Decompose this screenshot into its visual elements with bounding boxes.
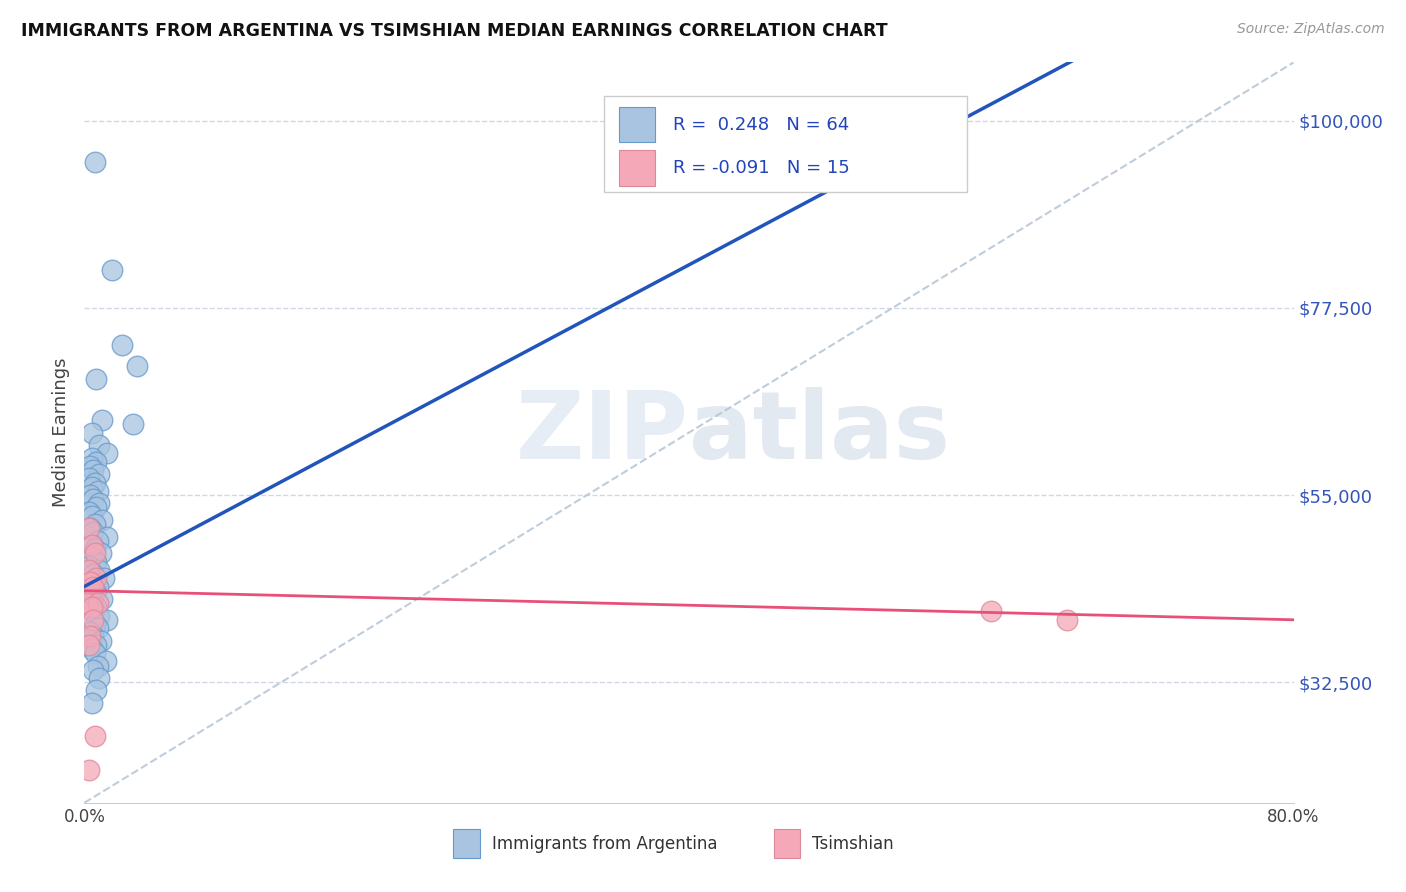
- Point: [82, 492, 104, 507]
- Point: [80, 450, 103, 465]
- Point: [91, 413, 114, 427]
- Text: ZIP: ZIP: [516, 386, 689, 479]
- Point: [89, 438, 111, 452]
- Point: [77, 521, 100, 535]
- Point: [82, 525, 104, 540]
- Point: [79, 629, 101, 643]
- Point: [80, 425, 103, 440]
- Bar: [773, 829, 800, 858]
- Point: [84, 616, 107, 631]
- Point: [84, 583, 107, 598]
- Point: [86, 638, 108, 652]
- Point: [86, 500, 108, 515]
- Point: [1056, 613, 1078, 627]
- Bar: [619, 150, 655, 186]
- Point: [80, 600, 103, 615]
- Point: [79, 550, 101, 565]
- Point: [79, 488, 101, 502]
- Point: [89, 496, 111, 510]
- Point: [89, 608, 111, 623]
- Point: [86, 455, 108, 469]
- Point: [79, 575, 101, 590]
- Point: [77, 763, 100, 777]
- Point: [79, 625, 101, 640]
- Text: R =  0.248   N = 64: R = 0.248 N = 64: [673, 116, 849, 134]
- Point: [82, 613, 104, 627]
- Point: [100, 263, 122, 277]
- Point: [86, 571, 108, 585]
- Y-axis label: Median Earnings: Median Earnings: [52, 358, 70, 508]
- Point: [84, 475, 107, 490]
- Point: [91, 592, 114, 607]
- Point: [89, 467, 111, 482]
- Bar: [619, 107, 655, 143]
- Point: [84, 646, 107, 660]
- Point: [77, 558, 100, 573]
- Point: [127, 359, 149, 373]
- Point: [91, 513, 114, 527]
- Point: [87, 621, 110, 635]
- Point: [80, 641, 103, 656]
- Point: [79, 458, 101, 473]
- Point: [96, 530, 118, 544]
- Text: Source: ZipAtlas.com: Source: ZipAtlas.com: [1237, 22, 1385, 37]
- Point: [86, 555, 108, 569]
- Point: [87, 533, 110, 548]
- Point: [84, 517, 107, 532]
- Point: [80, 605, 103, 619]
- Point: [86, 683, 108, 698]
- Point: [77, 471, 100, 485]
- Point: [87, 596, 110, 610]
- Point: [86, 371, 108, 385]
- Point: [77, 563, 100, 577]
- Point: [80, 538, 103, 552]
- Point: [80, 538, 103, 552]
- Point: [84, 155, 107, 169]
- Point: [84, 729, 107, 743]
- Point: [82, 580, 104, 594]
- Text: IMMIGRANTS FROM ARGENTINA VS TSIMSHIAN MEDIAN EARNINGS CORRELATION CHART: IMMIGRANTS FROM ARGENTINA VS TSIMSHIAN M…: [21, 22, 887, 40]
- Text: atlas: atlas: [689, 386, 950, 479]
- Point: [89, 671, 111, 685]
- Point: [79, 588, 101, 602]
- Bar: [453, 829, 479, 858]
- FancyBboxPatch shape: [605, 95, 967, 192]
- Point: [94, 654, 117, 668]
- Point: [77, 505, 100, 519]
- Point: [82, 663, 104, 677]
- Point: [87, 483, 110, 498]
- Point: [82, 463, 104, 477]
- Point: [90, 633, 112, 648]
- Point: [96, 613, 118, 627]
- Point: [82, 629, 104, 643]
- Point: [96, 446, 118, 460]
- Point: [121, 417, 143, 432]
- Point: [80, 508, 103, 523]
- Point: [87, 658, 110, 673]
- Text: R = -0.091   N = 15: R = -0.091 N = 15: [673, 159, 851, 177]
- Point: [82, 596, 104, 610]
- Text: Tsimshian: Tsimshian: [813, 835, 894, 853]
- Point: [89, 563, 111, 577]
- Point: [980, 605, 1002, 619]
- Text: Immigrants from Argentina: Immigrants from Argentina: [492, 835, 717, 853]
- Point: [80, 575, 103, 590]
- Point: [84, 542, 107, 557]
- Point: [86, 600, 108, 615]
- Point: [87, 580, 110, 594]
- Point: [76, 596, 98, 610]
- Point: [77, 638, 100, 652]
- Point: [80, 480, 103, 494]
- Point: [79, 521, 101, 535]
- Point: [82, 567, 104, 582]
- Point: [80, 696, 103, 710]
- Point: [90, 546, 112, 560]
- Point: [111, 338, 134, 352]
- Point: [93, 571, 115, 585]
- Point: [84, 546, 107, 560]
